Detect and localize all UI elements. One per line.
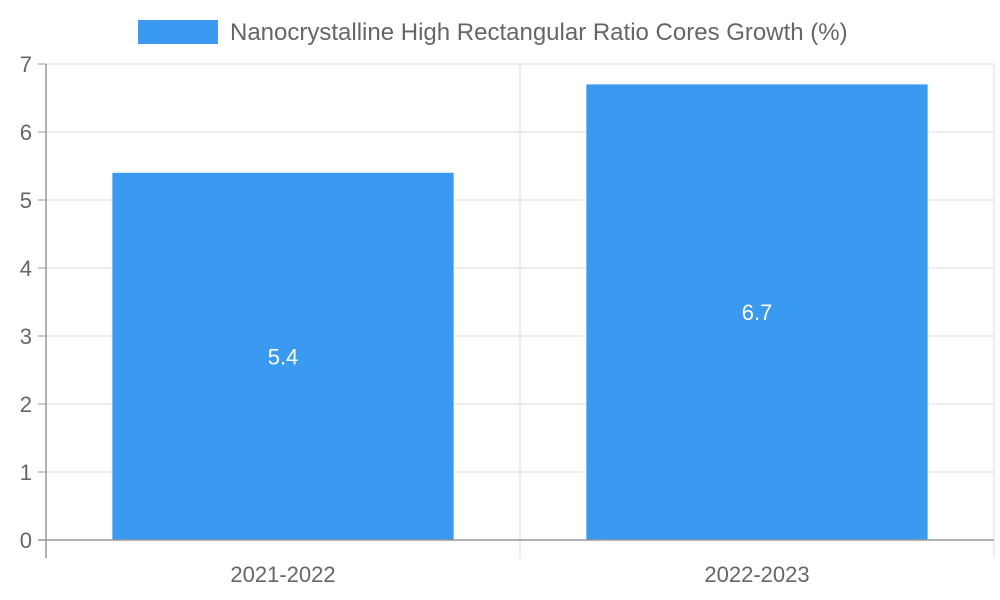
y-tick-label: 1	[20, 460, 32, 485]
axes	[38, 63, 995, 558]
bar	[112, 172, 454, 541]
legend-label: Nanocrystalline High Rectangular Ratio C…	[230, 19, 848, 46]
y-tick-label: 4	[20, 256, 32, 281]
bar-value-label: 6.7	[742, 300, 773, 325]
y-tick-label: 7	[20, 52, 32, 77]
y-tick-label: 0	[20, 528, 32, 553]
legend: Nanocrystalline High Rectangular Ratio C…	[138, 19, 848, 46]
y-tick-label: 5	[20, 188, 32, 213]
bar	[586, 84, 928, 541]
y-tick-label: 6	[20, 120, 32, 145]
labels: 0 1 2 3 4 5 6 7 5.4 2021-2022 6.7 2022-2023	[20, 52, 810, 587]
bar-value-label: 5.4	[268, 344, 299, 369]
legend-swatch	[138, 20, 218, 44]
bars	[112, 84, 928, 541]
y-tick-label: 2	[20, 392, 32, 417]
x-tick-label: 2021-2022	[230, 562, 335, 587]
y-tick-label: 3	[20, 324, 32, 349]
x-tick-label: 2022-2023	[704, 562, 809, 587]
